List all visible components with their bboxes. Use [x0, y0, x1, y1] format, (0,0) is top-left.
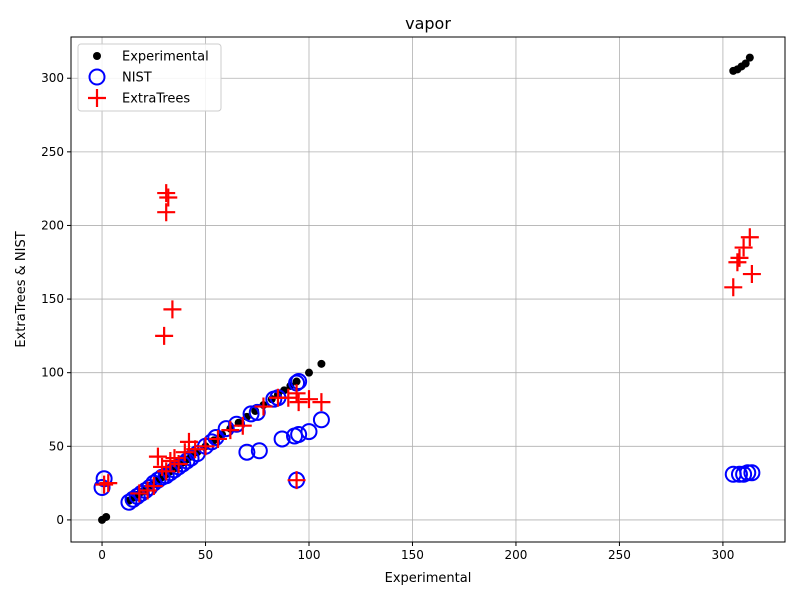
y-tick-label: 100 — [41, 366, 64, 380]
x-tick-label: 0 — [98, 548, 106, 562]
data-point — [159, 188, 178, 207]
data-point — [144, 477, 163, 496]
data-point — [130, 484, 149, 503]
y-tick-label: 150 — [41, 292, 64, 306]
data-point — [221, 421, 240, 440]
data-point — [730, 248, 749, 267]
data-point — [312, 393, 331, 412]
data-point — [157, 184, 176, 203]
y-tick-label: 300 — [41, 71, 64, 85]
data-point — [312, 411, 330, 429]
data-point — [290, 373, 308, 391]
data-point — [95, 475, 114, 494]
data-point — [741, 59, 750, 68]
data-point — [279, 388, 298, 407]
data-point — [186, 440, 205, 459]
data-point — [734, 238, 753, 257]
data-points — [93, 53, 761, 524]
data-point — [208, 429, 227, 448]
data-point — [196, 437, 215, 456]
x-tick-label: 50 — [198, 548, 213, 562]
legend-label: ExtraTrees — [122, 92, 190, 107]
data-point — [228, 415, 246, 433]
data-point — [745, 53, 754, 62]
data-point — [739, 464, 757, 482]
data-point — [207, 428, 225, 446]
data-point — [317, 359, 326, 368]
y-tick-label: 0 — [56, 513, 64, 527]
legend-box — [77, 43, 222, 112]
data-point — [161, 452, 180, 471]
data-point — [248, 403, 266, 421]
data-point — [233, 416, 252, 435]
data-point — [292, 377, 301, 386]
legend-label: Experimental — [122, 50, 209, 65]
data-point — [99, 474, 118, 493]
data-point — [217, 420, 235, 438]
data-point — [728, 253, 747, 272]
data-point — [242, 405, 260, 423]
data-point — [157, 462, 176, 481]
y-axis-label: ExtraTrees & NIST — [14, 231, 29, 347]
y-tick-label: 200 — [41, 218, 64, 232]
data-point — [93, 479, 111, 497]
data-point — [730, 465, 748, 483]
data-point — [155, 326, 174, 345]
data-point — [169, 454, 188, 473]
legend-marker — [88, 89, 106, 107]
y-tick-label: 50 — [49, 439, 64, 453]
data-point — [250, 442, 268, 460]
data-point — [743, 464, 761, 482]
data-point — [300, 390, 318, 409]
x-tick-label: 200 — [505, 548, 528, 562]
x-tick-label: 300 — [711, 548, 734, 562]
chart-title: vapor — [405, 14, 451, 33]
legend-marker — [88, 68, 106, 86]
data-point — [102, 512, 111, 521]
data-point — [163, 300, 182, 319]
x-tick-label: 150 — [401, 548, 424, 562]
data-point — [290, 426, 308, 444]
x-tick-label: 250 — [608, 548, 631, 562]
data-point — [740, 228, 759, 247]
data-point — [289, 393, 308, 412]
data-point — [203, 433, 221, 451]
data-point — [724, 278, 743, 297]
data-point — [238, 443, 256, 461]
data-point — [287, 384, 306, 403]
data-point — [175, 443, 194, 462]
data-point — [157, 203, 176, 222]
data-point — [305, 368, 313, 377]
legend-label: NIST — [122, 71, 152, 86]
x-axis-label: Experimental — [385, 571, 472, 586]
data-point — [742, 265, 761, 284]
x-tick-label: 100 — [298, 548, 321, 562]
data-point — [148, 447, 167, 466]
data-point — [254, 397, 273, 416]
data-point — [287, 471, 306, 490]
data-point — [300, 423, 318, 441]
legend-marker — [93, 52, 101, 60]
y-tick-label: 250 — [41, 145, 64, 159]
axis-ticks: 0 50 100 150 200 250 300 0 50 100 150 200 250 300 — [41, 71, 734, 562]
legend: Experimental NIST ExtraTrees — [77, 43, 222, 112]
axes-frame — [70, 36, 786, 543]
data-point — [273, 430, 291, 448]
series-extratrees — [95, 184, 761, 503]
